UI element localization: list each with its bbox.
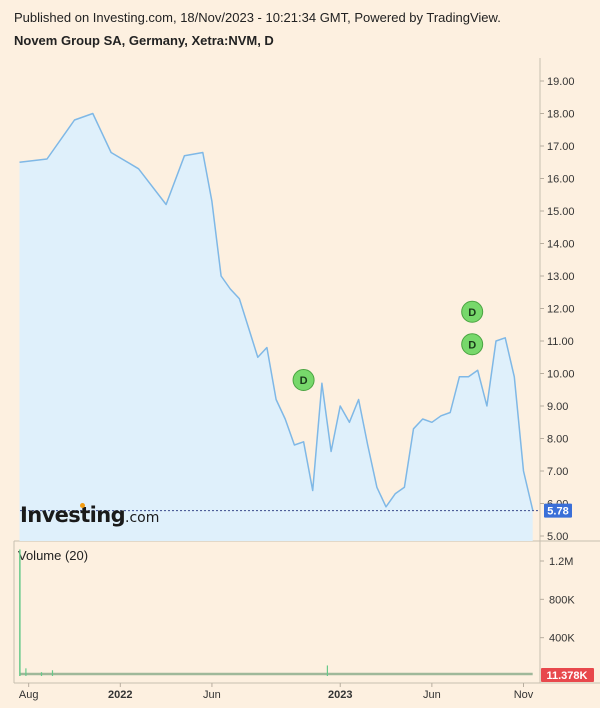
- dividend-marker[interactable]: [461, 333, 484, 356]
- x-tick-label: Jun: [203, 689, 221, 701]
- price-tick-label: 14.00: [547, 239, 575, 251]
- x-tick-label: Nov: [514, 689, 534, 701]
- volume-panel-label: Volume (20): [18, 548, 88, 563]
- dividend-marker-label: D: [468, 307, 476, 319]
- dividend-marker[interactable]: [461, 300, 484, 323]
- price-tick-label: 7.00: [547, 466, 568, 478]
- volume-tick-label: 1.2M: [549, 556, 573, 568]
- dividend-marker[interactable]: [292, 369, 315, 391]
- last-volume-label: 11.378K: [547, 670, 588, 682]
- price-tick-label: 15.00: [547, 206, 575, 218]
- price-tick-label: 18.00: [547, 109, 575, 121]
- dividend-marker-label: D: [300, 375, 308, 387]
- price-tick-label: 16.00: [547, 174, 575, 186]
- price-line: [19, 112, 534, 511]
- last-price-label: 5.78: [547, 506, 568, 518]
- price-area: [19, 113, 533, 541]
- chart-title: Novem Group SA, Germany, Xetra:NVM, D: [14, 33, 274, 48]
- x-tick-label: Jun: [423, 689, 441, 701]
- x-tick-label: 2023: [328, 689, 352, 701]
- price-tick-label: 11.00: [547, 336, 574, 348]
- price-tick-label: 10.00: [547, 369, 575, 381]
- investing-logo: Investing.com: [20, 503, 160, 527]
- price-tick-label: 19.00: [547, 76, 575, 88]
- volume-tick-label: 400K: [549, 633, 575, 645]
- published-note: Published on Investing.com, 18/Nov/2023 …: [14, 10, 501, 25]
- price-tick-label: 13.00: [547, 271, 575, 283]
- last-volume-tag: [541, 668, 594, 682]
- x-tick-label: Aug: [19, 689, 39, 701]
- x-tick-label: 2022: [108, 689, 132, 701]
- volume-tick-label: 800K: [549, 594, 575, 606]
- last-price-tag: [544, 503, 572, 518]
- price-tick-label: 8.00: [547, 434, 568, 446]
- price-tick-label: 12.00: [547, 304, 575, 316]
- price-tick-label: 5.00: [547, 531, 568, 543]
- price-tick-label: 9.00: [547, 401, 568, 413]
- logo-dot-icon: [80, 503, 85, 508]
- dividend-marker-label: D: [468, 339, 476, 351]
- price-tick-label: 17.00: [547, 141, 575, 153]
